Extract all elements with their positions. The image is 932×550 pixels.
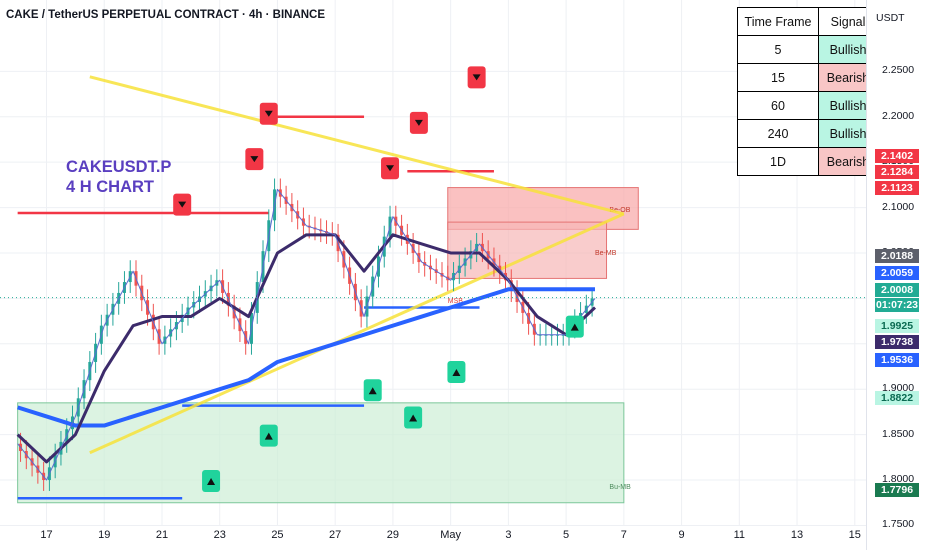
bull-arrow-icon bbox=[452, 369, 461, 377]
price-tag: 2.1402 bbox=[875, 149, 919, 163]
time-tick-label: 15 bbox=[848, 529, 861, 541]
time-tick-label: 13 bbox=[790, 529, 804, 541]
signal-row: 15 Bearish bbox=[737, 63, 878, 92]
price-tag: 1.9738 bbox=[875, 335, 919, 349]
price-tag: 2.0059 bbox=[875, 266, 919, 280]
chart-title: CAKE / TetherUS PERPETUAL CONTRACT · 4h … bbox=[6, 9, 326, 21]
bear-arrow-icon bbox=[386, 165, 395, 172]
time-tick-label: May bbox=[440, 529, 462, 541]
bear-arrow-icon bbox=[250, 156, 259, 163]
row-timeframe: 60 bbox=[737, 91, 819, 120]
time-tick-label: 5 bbox=[563, 529, 570, 541]
price-tick-label: 1.8500 bbox=[882, 427, 915, 440]
signal-row: 240 Bullish bbox=[737, 119, 878, 148]
signal-row: 5 Bullish bbox=[737, 35, 878, 64]
price-chart[interactable]: Be-OB Be-MB MSB Bu-MB bbox=[0, 0, 866, 550]
time-tick-label: 29 bbox=[386, 529, 400, 541]
price-tag: 1.9925 bbox=[875, 319, 919, 333]
price-tag: 2.1284 bbox=[875, 165, 919, 179]
row-timeframe: 240 bbox=[737, 119, 819, 148]
price-tick-label: 1.8000 bbox=[882, 473, 915, 486]
time-tick-label: 23 bbox=[213, 529, 226, 541]
bull-arrow-icon bbox=[368, 387, 377, 395]
zone-label-bear-mb: Be-MB bbox=[595, 250, 617, 257]
signal-row: 60 Bullish bbox=[737, 91, 878, 120]
time-tick-label: 3 bbox=[505, 529, 512, 541]
price-tag: 2.1123 bbox=[875, 181, 919, 195]
currency-label[interactable]: USDT bbox=[876, 12, 905, 24]
price-tag: 2.0008 bbox=[875, 283, 919, 297]
bear-arrow-icon bbox=[178, 201, 187, 208]
signal-table-header: Time Frame Signal bbox=[737, 7, 878, 36]
trend-line bbox=[89, 212, 625, 455]
bull-arrow-icon bbox=[207, 478, 216, 486]
bull-arrow-icon bbox=[570, 323, 579, 331]
time-tick-label: 19 bbox=[98, 529, 111, 541]
annotation-timeframe: 4 H CHART bbox=[66, 178, 155, 196]
price-swing-line bbox=[17, 188, 596, 481]
bear-arrow-icon bbox=[414, 119, 423, 126]
zone-bull_mb bbox=[17, 402, 625, 504]
time-tick-label: 25 bbox=[271, 529, 284, 541]
price-tag: 1.7796 bbox=[875, 483, 919, 497]
bull-arrow-icon bbox=[409, 414, 418, 422]
time-tick-label: 17 bbox=[40, 529, 53, 541]
zone-label-bull-mb: Bu-MB bbox=[609, 484, 631, 491]
price-tick-label: 2.2000 bbox=[882, 109, 915, 122]
trend-line bbox=[89, 75, 625, 216]
price-tick-label: 2.1000 bbox=[882, 200, 915, 213]
zone-label-msb: MSB bbox=[448, 298, 464, 305]
bear-arrow-icon bbox=[472, 74, 481, 81]
time-tick-label: 27 bbox=[329, 529, 342, 541]
annotation-symbol: CAKEUSDT.P bbox=[66, 158, 172, 176]
signal-row: 1D Bearish bbox=[737, 147, 878, 176]
slow-ma-line bbox=[17, 287, 595, 428]
row-timeframe: 5 bbox=[737, 35, 819, 64]
header-timeframe: Time Frame bbox=[737, 7, 819, 36]
price-tick-label: 2.2500 bbox=[882, 64, 915, 77]
price-tag: 1.8822 bbox=[875, 391, 919, 405]
time-tick-label: 7 bbox=[620, 529, 627, 541]
price-tick-label: 1.7500 bbox=[882, 518, 915, 531]
time-tick-label: 9 bbox=[678, 529, 685, 541]
fast-ma-line bbox=[16, 233, 597, 464]
signal-table: Time Frame Signal 5 Bullish 15 Bearish 6… bbox=[737, 7, 878, 176]
time-tick-label: 11 bbox=[733, 529, 746, 541]
row-timeframe: 1D bbox=[737, 147, 819, 176]
zone-label-bear-ob: Be-OB bbox=[609, 207, 630, 214]
bear-arrow-icon bbox=[264, 110, 273, 117]
price-tag: 01:07:23 bbox=[875, 298, 919, 312]
price-tag: 1.9536 bbox=[875, 353, 919, 367]
chart-annotation: CAKEUSDT.P 4 H CHART bbox=[66, 157, 171, 197]
price-tag: 2.0188 bbox=[875, 249, 919, 263]
row-timeframe: 15 bbox=[737, 63, 819, 92]
zone-bear_mb bbox=[447, 221, 608, 279]
time-tick-label: 21 bbox=[155, 529, 169, 541]
bull-arrow-icon bbox=[264, 432, 273, 440]
